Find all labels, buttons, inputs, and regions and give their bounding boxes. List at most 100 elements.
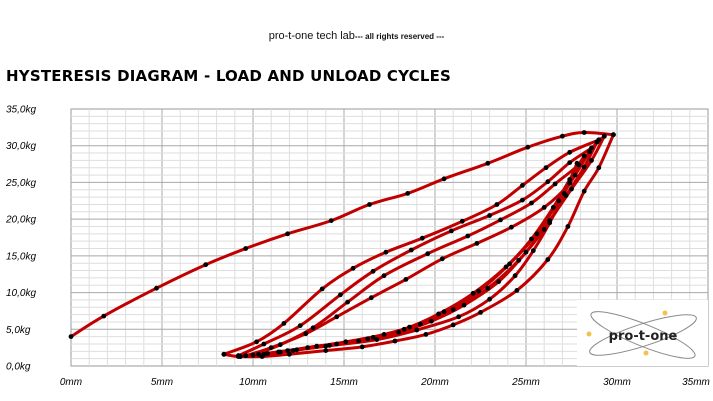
data-point — [403, 277, 409, 282]
data-point — [294, 347, 300, 353]
data-point — [383, 249, 389, 255]
data-point — [516, 257, 522, 263]
data-point — [476, 288, 482, 294]
data-point — [319, 286, 325, 292]
data-point — [450, 307, 456, 312]
data-point — [350, 265, 356, 271]
data-point — [569, 186, 574, 192]
data-point — [345, 299, 350, 305]
data-point — [368, 295, 374, 301]
data-point — [450, 322, 456, 328]
data-point — [334, 341, 340, 347]
data-point — [449, 228, 454, 234]
data-point — [297, 323, 303, 328]
x-tick-label: 35mm — [682, 377, 710, 388]
data-point — [418, 321, 423, 327]
data-point — [423, 332, 429, 337]
data-point — [574, 160, 580, 166]
data-point — [203, 262, 209, 268]
data-point — [560, 133, 565, 139]
data-point — [478, 310, 483, 315]
logo-electron-1 — [662, 310, 668, 316]
pro-t-one-logo: pro-t-one — [577, 300, 708, 366]
series-line-7 — [251, 150, 592, 357]
data-point — [381, 273, 387, 279]
data-point — [256, 351, 261, 357]
data-point — [338, 292, 343, 298]
logo-text: pro-t-one — [609, 329, 678, 344]
data-point — [545, 179, 551, 185]
data-point — [611, 132, 616, 138]
data-point — [405, 191, 411, 196]
data-point — [556, 198, 562, 204]
data-point — [250, 352, 256, 358]
logo-orbit-1 — [589, 314, 697, 356]
axis-ticks: 0,0kg 5,0kg 10,0kg 15,0kg 20,0kg 25,0kg 30,0kg… — [5, 105, 710, 389]
x-tick-label: 15mm — [330, 377, 358, 388]
logo-electron-2 — [586, 331, 592, 337]
data-point — [589, 158, 594, 163]
data-point — [265, 351, 270, 356]
rights-notice: --- all rights reserved --- — [354, 32, 445, 41]
y-tick-label: 10,0kg — [6, 288, 36, 299]
data-point — [561, 191, 567, 196]
page-header: pro-t-one tech lab--- all rights reserve… — [0, 30, 713, 42]
data-point — [547, 220, 553, 226]
data-point — [314, 343, 320, 349]
y-tick-label: 25,0kg — [5, 178, 36, 189]
logo-orbit-2 — [590, 311, 696, 359]
data-point — [565, 224, 571, 229]
data-point — [281, 321, 287, 326]
data-point — [401, 326, 407, 332]
data-point — [305, 345, 310, 350]
x-tick-label: 5mm — [151, 377, 173, 388]
data-point — [581, 153, 587, 159]
data-point — [439, 256, 445, 262]
data-point — [429, 318, 434, 324]
data-point — [587, 149, 593, 155]
data-point — [154, 285, 159, 291]
data-point — [496, 279, 502, 284]
series-line-3 — [222, 134, 606, 356]
data-point — [520, 183, 525, 188]
data-point — [374, 337, 380, 342]
data-point — [459, 218, 465, 224]
data-point — [552, 181, 558, 187]
data-point — [323, 343, 329, 349]
data-point — [277, 342, 283, 348]
data-point — [525, 144, 531, 150]
data-point — [237, 354, 243, 359]
data-point — [534, 231, 540, 237]
data-point — [328, 218, 334, 224]
data-point — [596, 165, 602, 171]
data-point — [343, 339, 349, 345]
data-point — [359, 344, 365, 350]
data-point — [567, 149, 573, 155]
data-point — [425, 251, 431, 257]
data-point — [541, 227, 547, 232]
data-point — [310, 325, 316, 331]
data-point — [367, 202, 372, 207]
x-tick-label: 10mm — [239, 377, 267, 388]
data-point — [529, 200, 534, 206]
data-point — [407, 324, 412, 330]
data-point — [370, 335, 376, 340]
data-point — [581, 164, 587, 170]
data-point — [470, 290, 476, 296]
data-point — [327, 343, 332, 348]
data-point — [277, 349, 283, 355]
data-point — [323, 348, 329, 353]
series-line-9 — [244, 154, 586, 358]
data-point — [523, 249, 529, 255]
data-point — [268, 345, 274, 350]
data-point — [529, 236, 534, 242]
data-point — [461, 302, 467, 308]
series-group — [69, 130, 615, 359]
data-point — [498, 217, 503, 223]
data-point — [530, 248, 536, 254]
data-point — [507, 261, 512, 267]
data-point — [520, 197, 525, 203]
data-point — [68, 334, 74, 339]
data-point — [441, 309, 447, 315]
data-point — [581, 130, 587, 135]
